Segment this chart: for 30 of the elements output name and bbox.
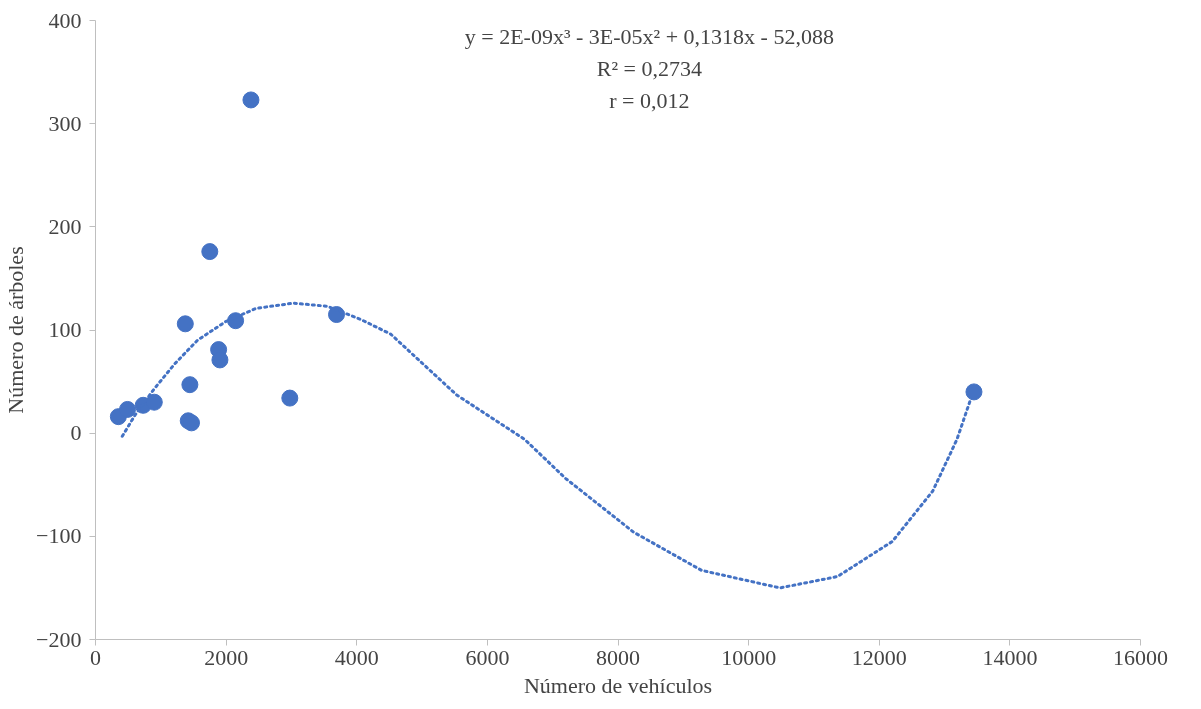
- y-tick-label: 0: [70, 420, 82, 446]
- x-tick-label: 6000: [465, 644, 510, 670]
- point: [119, 400, 136, 418]
- x-tick-label: 16000: [1113, 644, 1168, 670]
- point: [181, 376, 199, 394]
- point: [201, 243, 219, 261]
- point: [176, 315, 194, 333]
- x-tick-label: 0: [90, 644, 101, 670]
- y-tick-label: −200: [36, 626, 82, 652]
- annotation: r = 0,012: [609, 87, 690, 113]
- x-tick-label: 14000: [982, 644, 1038, 670]
- point: [965, 383, 983, 401]
- x-tick-label: 8000: [596, 644, 640, 670]
- y-axis-title: Número de árboles: [3, 246, 29, 414]
- annotation: y = 2E-09x³ - 3E-05x² + 0,1318x - 52,088: [464, 23, 834, 49]
- point: [281, 389, 299, 407]
- x-tick-label: 12000: [851, 644, 907, 670]
- x-axis-title: Número de vehículos: [523, 672, 713, 698]
- y-tick-label: 200: [48, 213, 82, 239]
- y-tick-label: 100: [48, 317, 82, 342]
- point: [242, 91, 260, 109]
- x-tick-label: 10000: [721, 644, 777, 670]
- x-tick-label: 2000: [204, 644, 249, 670]
- y-tick-label: 400: [48, 7, 82, 33]
- y-tick-label: −100: [36, 523, 82, 549]
- point: [145, 393, 163, 411]
- y-tick-label: 300: [48, 110, 82, 136]
- x-tick-label: 4000: [334, 644, 379, 670]
- point: [183, 414, 201, 432]
- annotation: R² = 0,2734: [596, 55, 702, 81]
